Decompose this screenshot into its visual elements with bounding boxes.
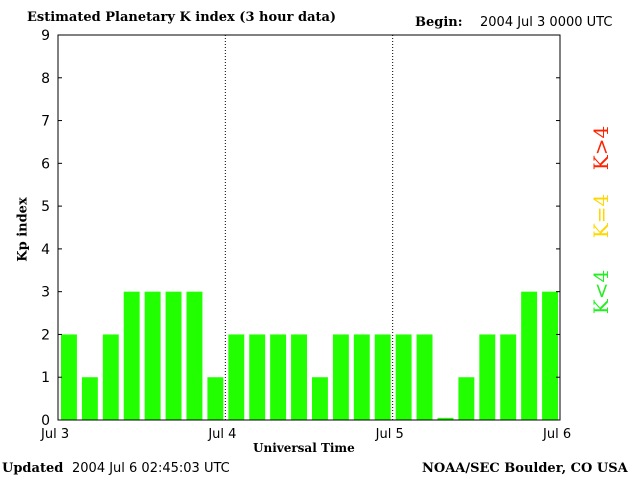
kp-bar [207, 377, 224, 420]
kp-bar [270, 334, 287, 420]
kp-bar [144, 291, 161, 420]
kp-bar [437, 417, 454, 420]
kp-bar [374, 334, 391, 420]
kp-bar [312, 377, 328, 420]
kp-bar [61, 334, 77, 420]
kp-bar [353, 334, 370, 420]
x-tick-label: Jul 4 [207, 427, 236, 442]
kp-bar [521, 291, 538, 420]
y-tick-label: 8 [41, 71, 50, 87]
kp-bar [291, 334, 307, 420]
kp-bar [102, 334, 119, 420]
updated-label: Updated [2, 461, 64, 476]
kp-bar [249, 334, 266, 420]
updated-value: 2004 Jul 6 02:45:03 UTC [72, 461, 230, 476]
kp-bar [332, 334, 349, 420]
y-tick-label: 9 [41, 28, 50, 44]
kp-bar [500, 334, 517, 420]
kp-bar [123, 291, 140, 420]
y-tick-label: 2 [41, 327, 50, 343]
y-tick-label: 1 [41, 370, 50, 386]
kp-bar [81, 377, 98, 420]
kp-bar [416, 334, 433, 420]
kp-bar [479, 334, 496, 420]
y-tick-label: 4 [41, 242, 50, 258]
chart-title: Estimated Planetary K index (3 hour data… [27, 10, 337, 25]
x-tick-label: Jul 5 [375, 427, 404, 442]
x-axis-label: Universal Time [253, 441, 355, 455]
kp-bar [186, 291, 203, 420]
kp-bar [395, 334, 412, 420]
kp-bar [165, 291, 182, 420]
kp-bar [542, 291, 558, 420]
y-tick-label: 0 [41, 413, 50, 429]
begin-label: Begin: [415, 15, 463, 30]
kp-bar [458, 377, 475, 420]
x-tick-label: Jul 3 [40, 427, 69, 442]
y-tick-label: 5 [41, 199, 50, 215]
begin-value: 2004 Jul 3 0000 UTC [480, 15, 613, 30]
x-tick-label: Jul 6 [542, 427, 571, 442]
plot-frame [57, 34, 561, 421]
organization-credit: NOAA/SEC Boulder, CO USA [422, 461, 628, 476]
y-tick-label: 3 [41, 285, 50, 301]
y-tick-label: 7 [41, 114, 50, 130]
y-tick-label: 6 [41, 156, 50, 172]
kp-bar [228, 334, 245, 420]
